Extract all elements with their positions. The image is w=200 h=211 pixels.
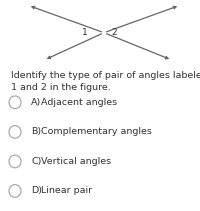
Text: Complementary angles: Complementary angles <box>41 127 152 136</box>
Text: B): B) <box>31 127 41 136</box>
Text: 2: 2 <box>111 28 117 37</box>
Text: Vertical angles: Vertical angles <box>41 157 111 166</box>
Text: D): D) <box>31 187 42 195</box>
Text: Identify the type of pair of angles labeled as
1 and 2 in the figure.: Identify the type of pair of angles labe… <box>11 71 200 92</box>
Text: 1: 1 <box>82 28 88 37</box>
Text: Adjacent angles: Adjacent angles <box>41 98 117 107</box>
Text: A): A) <box>31 98 41 107</box>
Text: C): C) <box>31 157 41 166</box>
Text: Linear pair: Linear pair <box>41 187 92 195</box>
